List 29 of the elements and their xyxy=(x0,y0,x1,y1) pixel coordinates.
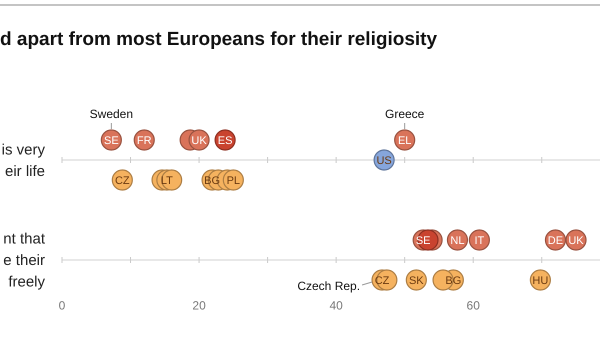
x-tick-label: 20 xyxy=(192,298,206,313)
text: BG xyxy=(204,175,220,187)
series-label: HU xyxy=(532,275,548,287)
x-tick-label: 0 xyxy=(58,298,66,313)
text: CZ xyxy=(114,175,130,187)
series-label: SK xyxy=(408,275,424,287)
series-label: IT xyxy=(474,235,485,247)
x-tick-label: 40 xyxy=(329,298,344,313)
y-tick-label: nt that e their freely xyxy=(3,230,46,290)
series-label: FR xyxy=(136,135,152,147)
series-label: ES xyxy=(218,135,232,147)
series-label: CZ xyxy=(374,275,390,287)
series-label: LT xyxy=(160,175,174,187)
series-label: DE xyxy=(548,235,564,247)
text: SE xyxy=(104,135,119,147)
annotation: Greece xyxy=(384,107,425,121)
chart-title: d apart from most Europeans for their religiosity xyxy=(0,29,438,50)
annotation: Czech Rep. xyxy=(297,279,360,293)
series-label: US xyxy=(376,155,392,167)
series-label: PL xyxy=(226,175,240,187)
series-label: UK xyxy=(191,135,208,147)
y-tick-label: is very eir life xyxy=(2,141,46,180)
x-tick-label: 60 xyxy=(466,298,480,313)
series-label: EL xyxy=(398,135,412,147)
text: UK xyxy=(568,235,584,247)
series-label: BG xyxy=(445,275,462,287)
annotation: Sweden xyxy=(90,107,134,121)
series-label: NL xyxy=(450,235,464,247)
series-label: SE xyxy=(416,235,431,247)
